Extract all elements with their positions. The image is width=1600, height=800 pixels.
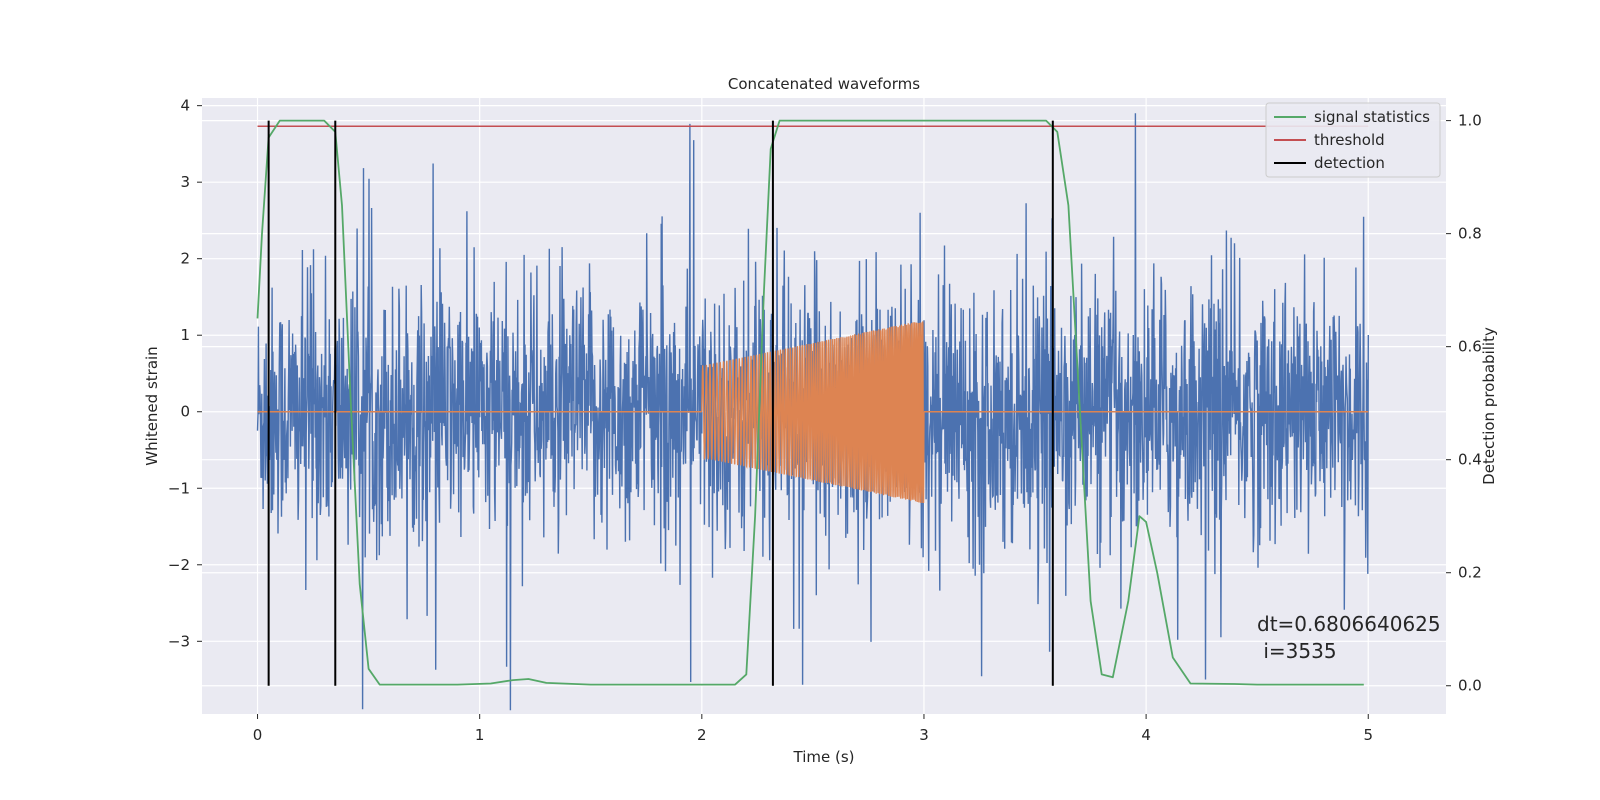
x-tick-label: 0 bbox=[253, 726, 263, 744]
y-right-tick-label: 0.2 bbox=[1458, 564, 1482, 582]
probability-series bbox=[256, 119, 1369, 686]
injected-signal-series bbox=[257, 321, 1369, 504]
x-axis-label: Time (s) bbox=[793, 748, 855, 766]
y-left-tick-label: 0 bbox=[180, 403, 190, 421]
chart-title: Concatenated waveforms bbox=[728, 75, 920, 93]
x-tick-label: 3 bbox=[919, 726, 929, 744]
tick-labels: 0 1 2 3 4 5 −3 −2 −1 0 1 2 3 4 0.0 0.2 0.4 0.6 0.8 1.0 bbox=[168, 97, 1482, 744]
signal-statistics-line bbox=[256, 119, 1364, 686]
y-left-tick-label: 2 bbox=[180, 250, 190, 268]
legend: signal statistics threshold detection bbox=[1265, 102, 1441, 178]
y-left-tick-label: 4 bbox=[180, 97, 190, 115]
x-tick-label: 5 bbox=[1363, 726, 1373, 744]
y-right-tick-label: 0.6 bbox=[1458, 338, 1482, 356]
y-left-tick-label: −2 bbox=[168, 556, 190, 574]
y-right-tick-label: 0.4 bbox=[1458, 451, 1482, 469]
y-axis-label-left: Whitened strain bbox=[143, 346, 161, 465]
injected-signal-line bbox=[701, 321, 925, 504]
y-right-tick-label: 0.0 bbox=[1458, 677, 1482, 695]
x-tick-label: 1 bbox=[475, 726, 485, 744]
annotation-i: i=3535 bbox=[1257, 639, 1337, 663]
x-tick-label: 4 bbox=[1141, 726, 1151, 744]
annotation-dt: dt=0.6806640625 bbox=[1257, 612, 1441, 636]
legend-box bbox=[1265, 102, 1441, 178]
legend-label: threshold bbox=[1314, 131, 1385, 149]
x-tick-label: 2 bbox=[697, 726, 707, 744]
y-right-tick-label: 1.0 bbox=[1458, 112, 1482, 130]
y-right-tick-label: 0.8 bbox=[1458, 225, 1482, 243]
y-left-tick-label: 1 bbox=[180, 326, 190, 344]
y-left-tick-label: 3 bbox=[180, 173, 190, 191]
legend-label: detection bbox=[1314, 154, 1385, 172]
y-left-tick-label: −3 bbox=[168, 632, 190, 650]
legend-label: signal statistics bbox=[1314, 108, 1430, 126]
y-left-tick-label: −1 bbox=[168, 479, 190, 497]
y-axis-label-right: Detection probability bbox=[1480, 327, 1498, 485]
